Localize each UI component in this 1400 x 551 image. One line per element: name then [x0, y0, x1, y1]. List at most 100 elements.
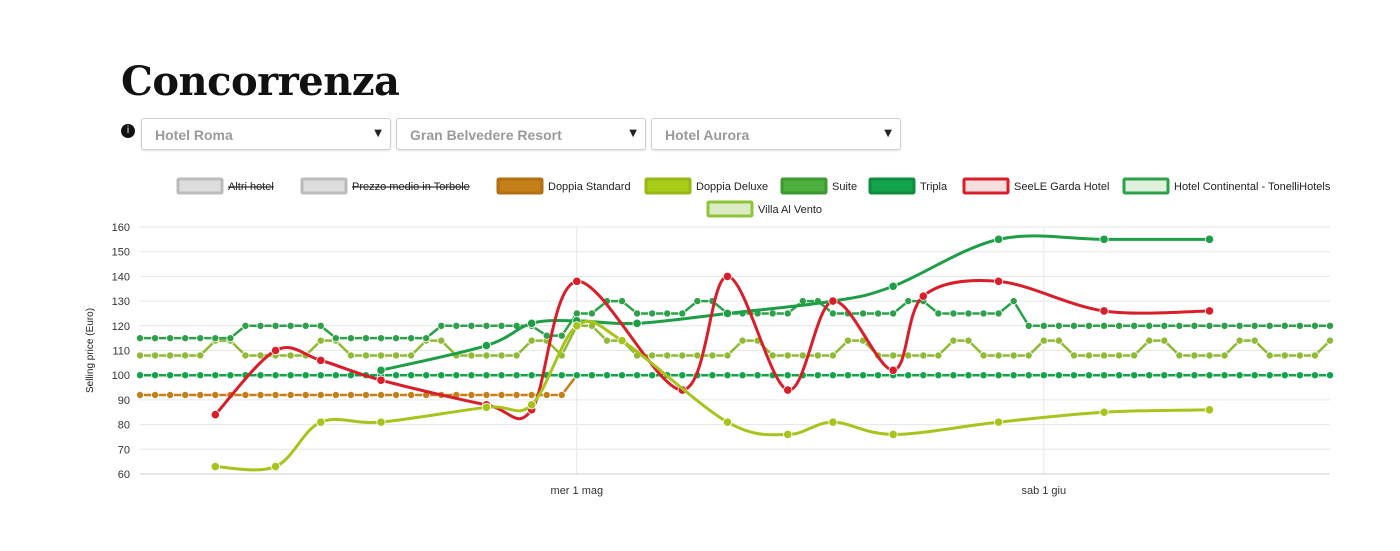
legend-label: Altri hotel — [228, 181, 274, 193]
data-point — [1280, 351, 1289, 360]
data-point — [1130, 371, 1139, 380]
data-point — [753, 371, 762, 380]
data-point — [798, 351, 807, 360]
data-point — [783, 351, 792, 360]
data-point — [738, 336, 747, 345]
data-point — [1175, 371, 1184, 380]
legend-item: Suite — [780, 177, 857, 195]
y-axis-label: Selling price (Euro) — [85, 308, 96, 393]
data-point — [783, 385, 793, 395]
data-point — [813, 371, 822, 380]
data-point — [286, 390, 295, 399]
data-point — [437, 371, 446, 380]
data-point — [783, 371, 792, 380]
data-point — [346, 351, 355, 360]
data-point — [1310, 351, 1319, 360]
hotel-select-2[interactable]: Gran Belvedere Resort ▼ — [396, 118, 646, 150]
legend-label: Prezzo medio in Torbole — [352, 181, 470, 193]
data-point — [572, 371, 581, 380]
data-point — [316, 417, 326, 427]
legend-item: Hotel Continental - TonelliHotels — [1122, 177, 1331, 195]
data-point — [316, 390, 325, 399]
data-point — [316, 355, 326, 365]
legend: Altri hotel Prezzo medio in Torbole Doppia… — [176, 177, 1331, 218]
y-tick-label: 110 — [112, 346, 130, 358]
y-tick-label: 120 — [112, 321, 130, 333]
data-point — [888, 281, 898, 291]
data-point — [211, 334, 220, 343]
data-point — [618, 371, 627, 380]
data-point — [843, 371, 852, 380]
data-point — [557, 331, 566, 340]
data-point — [663, 351, 672, 360]
data-point — [1024, 321, 1033, 330]
data-point — [919, 351, 928, 360]
data-point — [1100, 351, 1109, 360]
data-point — [859, 371, 868, 380]
data-point — [768, 309, 777, 318]
data-point — [722, 308, 733, 319]
legend-swatch — [176, 177, 224, 195]
data-point — [377, 334, 386, 343]
data-point — [618, 297, 627, 306]
data-point — [1054, 321, 1063, 330]
data-point — [994, 309, 1003, 318]
hotel-select-1[interactable]: Hotel Roma ▼ — [141, 118, 391, 150]
data-point — [1205, 351, 1214, 360]
y-tick-label: 150 — [112, 247, 130, 259]
legend-item: SeeLE Garda Hotel — [962, 177, 1109, 195]
data-point — [467, 321, 476, 330]
legend-label: Suite — [832, 181, 857, 193]
data-point — [166, 390, 175, 399]
data-point — [1235, 336, 1244, 345]
data-point — [1099, 306, 1109, 316]
hotel-select-3[interactable]: Hotel Aurora ▼ — [651, 118, 901, 150]
data-point — [1204, 306, 1215, 316]
data-point — [1024, 371, 1033, 380]
data-point — [256, 371, 265, 380]
info-icon[interactable]: i — [121, 124, 135, 138]
data-point — [979, 351, 988, 360]
y-tick-label: 130 — [112, 296, 130, 308]
data-point — [482, 371, 491, 380]
data-point — [1145, 321, 1154, 330]
data-point — [1190, 351, 1199, 360]
data-point — [376, 375, 386, 385]
data-point — [151, 390, 160, 399]
data-point — [1099, 407, 1109, 417]
data-point — [482, 390, 491, 399]
data-point — [301, 371, 310, 380]
data-point — [572, 309, 581, 318]
data-point — [1205, 371, 1214, 380]
data-point — [602, 336, 611, 345]
data-point — [904, 351, 913, 360]
data-point — [316, 336, 325, 345]
data-point — [452, 321, 461, 330]
data-point — [994, 371, 1003, 380]
data-point — [467, 351, 476, 360]
data-point — [301, 321, 310, 330]
data-point — [512, 351, 521, 360]
data-point — [407, 351, 416, 360]
data-point — [1009, 351, 1018, 360]
data-point — [226, 371, 235, 380]
data-point — [1130, 321, 1139, 330]
data-point — [256, 351, 265, 360]
data-point — [135, 390, 144, 399]
data-point — [376, 365, 386, 375]
data-point — [1205, 321, 1214, 330]
data-point — [557, 371, 566, 380]
data-point — [151, 334, 160, 343]
data-point — [346, 390, 355, 399]
data-point — [602, 371, 611, 380]
legend-item: Doppia Deluxe — [644, 177, 768, 195]
data-point — [1250, 321, 1259, 330]
data-point — [572, 321, 582, 331]
data-point — [964, 371, 973, 380]
data-point — [1160, 371, 1169, 380]
data-point — [482, 321, 491, 330]
data-point — [527, 371, 536, 380]
data-point — [918, 291, 928, 301]
legend-swatch — [780, 177, 828, 195]
data-point — [1100, 321, 1109, 330]
